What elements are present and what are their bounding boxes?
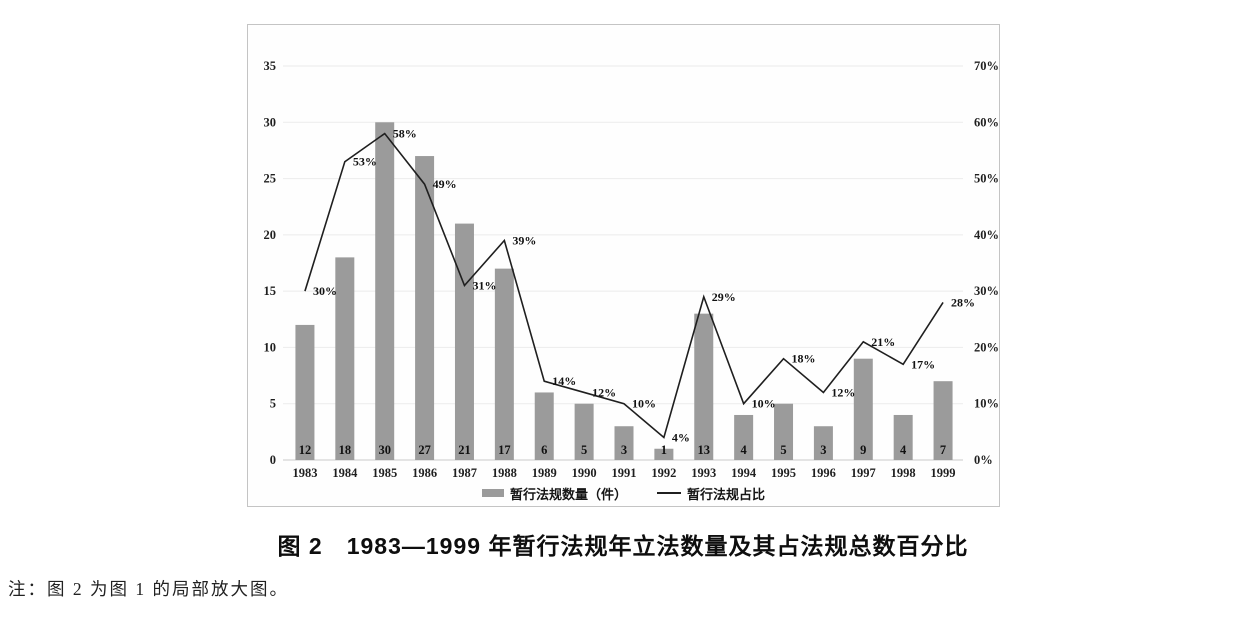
bar-1994 [734, 414, 754, 460]
pct-label-1987: 31% [472, 279, 496, 293]
left-tick-20: 20 [264, 228, 277, 242]
x-tick-1989: 1989 [532, 466, 557, 480]
bar-value-1992: 1 [661, 443, 667, 457]
bar-1997 [853, 358, 873, 460]
x-tick-1983: 1983 [292, 466, 317, 480]
bar-value-1983: 12 [299, 443, 312, 457]
chart-frame: 12 1983 18 1984 30 1985 27 1986 21 1987 17 1988 6 198… [247, 24, 1000, 507]
bar-1986 [415, 156, 435, 461]
bar-value-1991: 3 [621, 443, 627, 457]
pct-label-1984: 53% [353, 155, 377, 169]
bar-value-1995: 5 [780, 443, 786, 457]
left-tick-10: 10 [264, 340, 277, 354]
x-tick-1998: 1998 [891, 466, 916, 480]
pct-label-1996: 12% [831, 385, 855, 399]
bar-value-1993: 13 [698, 443, 711, 457]
bar-value-1987: 21 [458, 443, 471, 457]
bar-value-1996: 3 [820, 443, 826, 457]
bar-1991 [614, 426, 634, 460]
bar-1999 [933, 381, 953, 460]
bar-value-1998: 4 [900, 443, 907, 457]
pct-label-1989: 14% [552, 374, 576, 388]
x-tick-1997: 1997 [851, 466, 876, 480]
x-tick-1995: 1995 [771, 466, 796, 480]
x-tick-1992: 1992 [651, 466, 676, 480]
legend-label-line-series: 暂行法规占比 [687, 486, 766, 502]
right-tick-50%: 50% [974, 172, 999, 186]
x-tick-1988: 1988 [492, 466, 517, 480]
bar-value-1997: 9 [860, 443, 866, 457]
bar-value-1989: 6 [541, 443, 547, 457]
x-tick-1993: 1993 [691, 466, 716, 480]
left-tick-30: 30 [264, 115, 277, 129]
x-tick-1999: 1999 [931, 466, 956, 480]
x-tick-1991: 1991 [612, 466, 637, 480]
bar-value-1988: 17 [498, 443, 511, 457]
x-tick-1990: 1990 [572, 466, 597, 480]
legend-item-bar-series: 暂行法规数量（件） [481, 484, 627, 503]
bar-value-1990: 5 [581, 443, 587, 457]
bar-1990 [574, 403, 594, 460]
x-tick-1985: 1985 [372, 466, 397, 480]
pct-label-1995: 18% [792, 352, 816, 366]
bar-value-1999: 7 [940, 443, 946, 457]
pct-label-1998: 17% [911, 357, 935, 371]
right-tick-70%: 70% [974, 59, 999, 73]
pct-label-1993: 29% [712, 290, 736, 304]
figure-caption: 图 2 1983—1999 年暂行法规年立法数量及其占法规总数百分比 [277, 533, 969, 559]
combo-chart: 1219831819843019852719862119871719886198… [264, 59, 1000, 480]
bar-1995 [774, 403, 794, 460]
pct-label-1992: 4% [672, 430, 690, 444]
pct-label-1986: 49% [433, 177, 457, 191]
pct-label-1999: 28% [951, 295, 975, 309]
right-tick-10%: 10% [974, 397, 999, 411]
left-tick-15: 15 [264, 284, 277, 298]
left-tick-5: 5 [270, 397, 276, 411]
bar-value-1994: 4 [741, 443, 748, 457]
bar-value-1986: 27 [418, 443, 431, 457]
bar-1996 [813, 426, 833, 460]
bar-value-1985: 30 [378, 443, 391, 457]
bar-1992 [654, 448, 674, 460]
x-tick-1994: 1994 [731, 466, 757, 480]
legend-item-line-series: 暂行法规占比 [657, 484, 765, 503]
pct-label-1997: 21% [871, 335, 895, 349]
pct-label-1990: 12% [592, 385, 616, 399]
pct-label-1985: 58% [393, 127, 417, 141]
legend-label-bar-series: 暂行法规数量（件） [509, 486, 627, 502]
bar-1984 [335, 257, 355, 460]
figure-note: 注：图 2 为图 1 的局部放大图。 [8, 579, 289, 599]
x-tick-1986: 1986 [412, 466, 437, 480]
right-tick-40%: 40% [974, 228, 999, 242]
left-tick-35: 35 [264, 59, 277, 73]
bar-1988 [494, 268, 514, 460]
x-tick-1984: 1984 [332, 466, 358, 480]
bar-1998 [893, 414, 913, 460]
bar-swatch-icon [481, 489, 504, 497]
pct-label-1983: 30% [313, 284, 337, 298]
bar-1983 [295, 324, 315, 460]
bar-value-1984: 18 [339, 443, 352, 457]
left-tick-25: 25 [264, 172, 277, 186]
left-tick-0: 0 [270, 453, 276, 467]
x-tick-1987: 1987 [452, 466, 477, 480]
pct-label-1988: 39% [512, 233, 536, 247]
right-tick-60%: 60% [974, 115, 999, 129]
bar-1993 [694, 313, 714, 460]
chart-legend: 暂行法规数量（件） 暂行法规占比 [248, 483, 999, 503]
right-tick-30%: 30% [974, 284, 999, 298]
pct-label-1991: 10% [632, 397, 656, 411]
percent-line [304, 132, 944, 439]
x-tick-1996: 1996 [811, 466, 836, 480]
right-tick-20%: 20% [974, 340, 999, 354]
bar-1987 [454, 223, 474, 460]
pct-label-1994: 10% [752, 397, 776, 411]
right-tick-0%: 0% [974, 453, 993, 467]
bar-1985 [375, 122, 395, 461]
line-swatch-icon [657, 492, 681, 494]
bar-1989 [534, 392, 554, 460]
